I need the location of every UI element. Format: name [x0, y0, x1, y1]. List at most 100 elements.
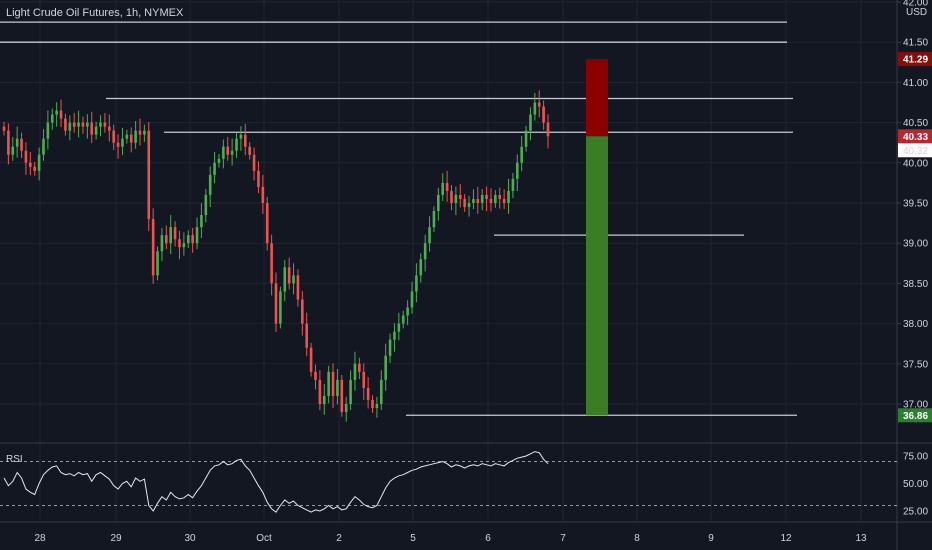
candle-body — [476, 198, 480, 203]
candle-body — [546, 122, 550, 137]
candle-body — [485, 194, 488, 199]
time-tick-label: 6 — [485, 533, 491, 544]
candle-body — [81, 122, 85, 127]
target-price-tag: 41.29 — [903, 55, 928, 66]
candle-body — [77, 122, 80, 127]
position-box[interactable] — [586, 59, 608, 416]
candle-body — [33, 166, 37, 171]
candle-body — [129, 134, 133, 143]
candle-body — [64, 118, 67, 131]
candle-body — [121, 138, 124, 147]
candle-body — [287, 267, 291, 284]
symbol-title: Light Crude Oil Futures, 1h, NYMEX — [6, 7, 184, 19]
price-tick-label: 38.00 — [903, 319, 928, 330]
rsi-label: RSI — [6, 454, 23, 465]
candle-body — [191, 235, 194, 244]
candle-body — [37, 154, 41, 171]
rsi-tick-label: 75.00 — [903, 452, 928, 463]
stop-price-tag-bg — [898, 408, 932, 423]
candle-body — [195, 227, 199, 244]
candle-body — [156, 251, 159, 276]
candle-body — [42, 138, 45, 155]
candle-body — [520, 146, 523, 163]
candle-body — [204, 194, 208, 216]
candle-body — [480, 194, 484, 203]
candle-body — [186, 235, 190, 244]
candle-body — [533, 102, 537, 115]
candle-body — [428, 227, 431, 244]
candle-body — [230, 150, 234, 155]
candle-body — [226, 146, 230, 155]
candle-body — [336, 379, 339, 396]
candle-body — [498, 194, 502, 199]
time-tick-label: 8 — [634, 533, 640, 544]
candle-body — [463, 198, 466, 208]
candle-body — [314, 371, 317, 380]
price-tick-label: 37.00 — [903, 400, 928, 411]
candle-body — [134, 130, 137, 143]
candle-body — [301, 299, 304, 324]
candle-body — [160, 235, 164, 252]
candle-body — [397, 323, 401, 332]
crosshair-price-tag-bg — [898, 143, 932, 158]
candle-body — [375, 404, 379, 409]
candle-body — [371, 399, 374, 409]
candle-body — [112, 130, 115, 143]
candle-body — [11, 146, 15, 155]
candle-body — [103, 122, 107, 127]
price-tick-label: 39.00 — [903, 239, 928, 250]
candle-body — [524, 130, 528, 147]
candle-body — [99, 122, 102, 127]
candle-body — [165, 235, 168, 244]
candle-body — [309, 347, 313, 372]
candle-body — [173, 227, 177, 240]
time-tick-label: Oct — [256, 533, 272, 544]
candle-body — [384, 355, 387, 380]
candle-body — [305, 323, 309, 348]
candle-body — [362, 371, 366, 388]
time-tick-label: 2 — [336, 533, 342, 544]
price-tick-label: 41.50 — [903, 38, 928, 49]
candle-body — [353, 363, 357, 380]
candle-body — [50, 114, 54, 123]
candle-body — [296, 275, 300, 300]
time-tick-label: 28 — [34, 533, 46, 544]
current-price-tag: 40.33 — [903, 132, 928, 143]
candle-body — [515, 162, 519, 179]
candle-body — [366, 387, 370, 400]
rsi-indicator — [0, 451, 897, 513]
candle-body — [318, 379, 322, 404]
price-tick-label: 40.00 — [903, 158, 928, 169]
time-tick-label: 12 — [780, 533, 792, 544]
candle-body — [90, 122, 94, 135]
candle-body — [261, 186, 265, 203]
candle-body — [138, 130, 142, 135]
price-tick-label: 38.50 — [903, 279, 928, 290]
price-tick-label: 37.50 — [903, 359, 928, 370]
candle-body — [222, 146, 225, 159]
candle-body — [86, 122, 89, 127]
candle-body — [46, 122, 50, 139]
candle-body — [252, 154, 256, 171]
candle-body — [419, 259, 423, 276]
time-tick-label: 30 — [184, 533, 196, 544]
candle-body — [445, 182, 449, 191]
candle-body — [24, 150, 28, 163]
candle-body — [59, 110, 63, 119]
time-tick-label: 29 — [110, 533, 122, 544]
candle-body — [20, 138, 23, 151]
candle-body — [393, 331, 396, 340]
price-tick-label: 42.00 — [903, 0, 928, 9]
candle-body — [208, 174, 212, 195]
crosshair-price-tag: 40.32 — [903, 146, 928, 157]
candle-body — [243, 134, 247, 147]
candle-body — [235, 138, 238, 151]
candle-body — [151, 219, 155, 276]
candle-body — [454, 194, 458, 203]
candle-body — [15, 138, 19, 147]
candle-body — [283, 267, 287, 292]
candle-body — [502, 198, 506, 203]
candle-body — [72, 122, 76, 127]
